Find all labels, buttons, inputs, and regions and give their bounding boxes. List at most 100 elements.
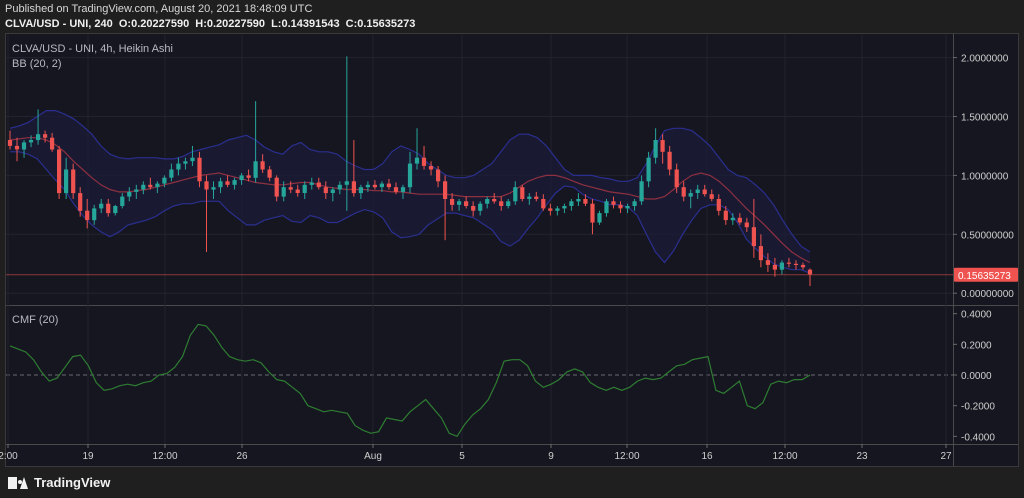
candle-body xyxy=(450,199,455,205)
candle-body xyxy=(604,201,609,214)
candle-body xyxy=(358,187,363,194)
candle-body xyxy=(288,187,293,190)
time-tick-label: 5 xyxy=(459,451,465,462)
candle-body xyxy=(316,182,321,188)
cmf-tick-label: 0.0000 xyxy=(961,371,992,382)
chart-frame[interactable] xyxy=(5,33,1019,467)
candle-body xyxy=(400,187,406,192)
candle-body xyxy=(702,189,707,195)
candle-body xyxy=(169,169,174,178)
candle-body xyxy=(464,201,469,206)
candle-body xyxy=(78,193,83,211)
candle-body xyxy=(723,210,728,221)
candle-body xyxy=(407,163,413,188)
last-price-badge xyxy=(954,267,1018,282)
candle-body xyxy=(625,206,630,209)
candle-body xyxy=(162,177,167,184)
candle-body xyxy=(590,203,595,223)
candle-body xyxy=(232,180,237,185)
last-price-label: 0.15635273 xyxy=(958,271,1011,282)
bb-lower-line xyxy=(10,151,811,274)
candle-body xyxy=(506,201,511,206)
cmf-tick-label: -0.4000 xyxy=(961,432,995,443)
candle-body xyxy=(681,187,686,197)
bb-upper-line xyxy=(9,110,811,253)
candle-body xyxy=(639,181,644,202)
ohlc-info: CLVA/USD - UNI, 240 O:0.20227590 H:0.202… xyxy=(5,18,418,30)
candle-body xyxy=(485,199,490,204)
candle-body xyxy=(148,184,153,188)
candle-body xyxy=(779,262,784,270)
candle-body xyxy=(569,201,574,206)
candle-body xyxy=(555,208,560,211)
candle-body xyxy=(534,196,539,199)
candle-body xyxy=(737,217,742,223)
candle-body xyxy=(428,166,434,170)
candle-body xyxy=(155,183,160,188)
candle-body xyxy=(632,201,637,206)
brand-text: TradingView xyxy=(34,475,111,490)
bb-indicator-label: BB (20, 2) xyxy=(12,58,62,70)
candle-body xyxy=(730,217,735,221)
time-tick-label: 23 xyxy=(856,451,868,462)
candle-body xyxy=(576,199,581,202)
candle-body xyxy=(239,175,244,181)
candle-body xyxy=(758,246,763,261)
price-pane-title: CLVA/USD - UNI, 4h, Heikin Ashi xyxy=(12,43,173,55)
candle-body xyxy=(295,189,300,193)
candle-body xyxy=(309,182,314,185)
candle-body xyxy=(281,187,286,197)
candle-body xyxy=(379,183,384,188)
candle-body xyxy=(653,140,658,158)
candle-body xyxy=(772,264,777,270)
candle-body xyxy=(211,187,216,190)
candle-body xyxy=(344,181,349,185)
time-tick-label: 12:00 xyxy=(614,451,639,462)
time-tick-label: 19 xyxy=(82,451,94,462)
candle-body xyxy=(414,157,420,164)
candle-body xyxy=(765,260,770,265)
candle-body xyxy=(183,161,188,164)
price-tick-label: 1.5000000 xyxy=(961,112,1009,123)
candle-body xyxy=(618,204,623,209)
candle-body xyxy=(372,184,377,188)
candle-body xyxy=(667,151,672,170)
candle-body xyxy=(386,183,391,188)
footer-bar: TradingView xyxy=(0,470,1024,498)
candle-body xyxy=(695,189,700,193)
candle-body xyxy=(134,189,139,192)
candle-body xyxy=(583,199,588,204)
tradingview-logo-icon xyxy=(8,476,28,489)
candle-body xyxy=(436,169,441,182)
candle-body xyxy=(323,187,328,194)
candle-body xyxy=(14,145,20,150)
candle-body xyxy=(807,269,813,275)
low-label: L: xyxy=(271,18,282,30)
chart-canvas[interactable]: 2.0000000 1.5000000 1.0000000 0.50000000 0.0… xyxy=(0,0,1024,470)
candle-body xyxy=(471,206,476,211)
candle-body xyxy=(190,157,195,162)
candle-body xyxy=(267,169,272,178)
candle-body xyxy=(716,199,721,211)
candle-body xyxy=(92,208,97,221)
candle-body xyxy=(246,175,251,178)
candle-body xyxy=(674,169,679,188)
candle-body xyxy=(64,169,69,194)
low-value: 0.14391543 xyxy=(281,18,340,30)
symbol-label: CLVA/USD - UNI, 240 xyxy=(5,18,113,30)
header-bar: Published on TradingView.com, August 20,… xyxy=(0,0,1024,33)
time-tick-label: 27 xyxy=(940,451,952,462)
candle-body xyxy=(786,262,791,264)
candle-body xyxy=(646,157,651,182)
candle-body xyxy=(71,169,76,194)
candle-body xyxy=(660,140,665,152)
candle-body xyxy=(120,196,125,206)
time-tick-label: 9 xyxy=(548,451,554,462)
tradingview-logo: TradingView xyxy=(8,475,110,490)
candle-body xyxy=(744,222,749,228)
cmf-line xyxy=(9,323,811,438)
close-label: C: xyxy=(345,18,358,30)
candle-body xyxy=(541,199,546,209)
candle-body xyxy=(253,161,258,178)
close-value: 0.15635273 xyxy=(357,18,416,30)
